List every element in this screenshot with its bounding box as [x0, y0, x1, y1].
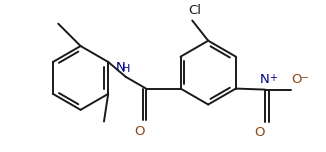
Text: H: H: [122, 64, 130, 74]
Text: O: O: [255, 126, 265, 139]
Text: −: −: [301, 73, 309, 83]
Text: Cl: Cl: [188, 4, 201, 17]
Text: N: N: [116, 61, 126, 74]
Text: O: O: [134, 125, 145, 138]
Text: +: +: [269, 73, 277, 83]
Text: O: O: [291, 73, 302, 86]
Text: N: N: [260, 73, 270, 86]
